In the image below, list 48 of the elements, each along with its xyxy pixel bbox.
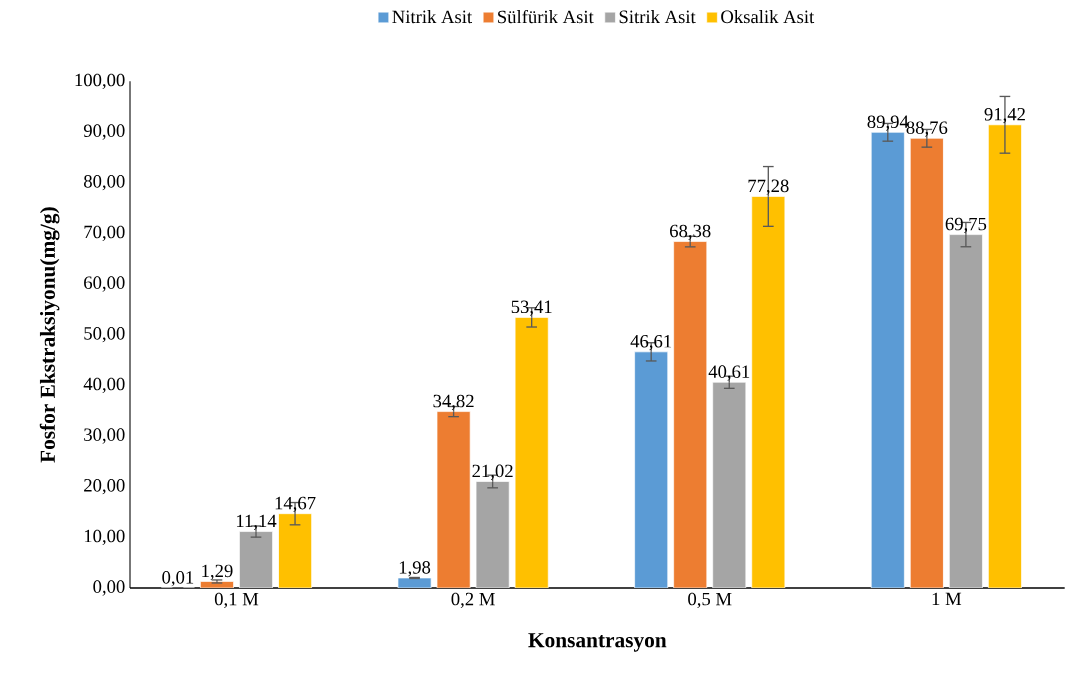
data-label: 14,67 [275, 497, 316, 513]
data-label: 69,75 [945, 217, 987, 234]
bar [239, 531, 273, 589]
y-tick-label: 30,00 [84, 428, 125, 444]
data-label: 34,82 [433, 394, 474, 411]
y-tick-label: 80,00 [84, 175, 125, 191]
data-label: 11,14 [236, 514, 277, 531]
bar [514, 317, 549, 589]
x-axis-title: Konsantrasyon [528, 633, 667, 652]
y-tick-label: 50,00 [84, 327, 125, 343]
data-label: 1,29 [202, 564, 233, 581]
legend-label: Sitrik Asit [619, 10, 696, 24]
legend-label: Oksalik Asit [721, 10, 815, 24]
bar [673, 241, 708, 589]
y-tick-label: 10,00 [84, 529, 125, 546]
data-label: 40,61 [708, 365, 750, 381]
y-axis-title: Fosfor Ekstraksiyonu(mg/g) [39, 207, 60, 463]
bar [870, 132, 905, 589]
data-label: 68,38 [670, 224, 711, 241]
x-tick-label: 0,5 M [688, 592, 732, 609]
y-tick-label: 70,00 [84, 225, 125, 242]
x-tick-label: 0,1 M [214, 592, 259, 609]
bar [436, 411, 471, 589]
y-tick-label: 90,00 [83, 124, 125, 140]
y-tick-label: 60,00 [84, 276, 125, 292]
x-tick-label: 1 M [932, 592, 962, 606]
data-label: 21,02 [472, 464, 513, 481]
y-tick-label: 0,00 [93, 580, 125, 596]
legend-label: Sülfürik Asit [498, 10, 594, 24]
bar [751, 196, 786, 589]
bar [397, 577, 432, 589]
data-label: 53,41 [511, 300, 552, 316]
data-label: 0,01 [162, 571, 194, 587]
bar [278, 513, 312, 589]
legend-label: Nitrik Asit [392, 10, 473, 24]
bar [909, 138, 944, 589]
data-label: 46,61 [630, 335, 672, 351]
bar [988, 124, 1022, 589]
x-tick-label: 0,2 M [451, 592, 495, 609]
data-label: 91,42 [984, 108, 1025, 124]
bar [634, 351, 669, 589]
data-label: 1,98 [399, 561, 431, 577]
bar [948, 234, 983, 589]
y-tick-label: 40,00 [83, 377, 125, 394]
bar [475, 481, 510, 589]
y-tick-label: 20,00 [84, 479, 125, 495]
y-tick-label: 100,00 [75, 73, 125, 90]
bar [712, 382, 747, 589]
